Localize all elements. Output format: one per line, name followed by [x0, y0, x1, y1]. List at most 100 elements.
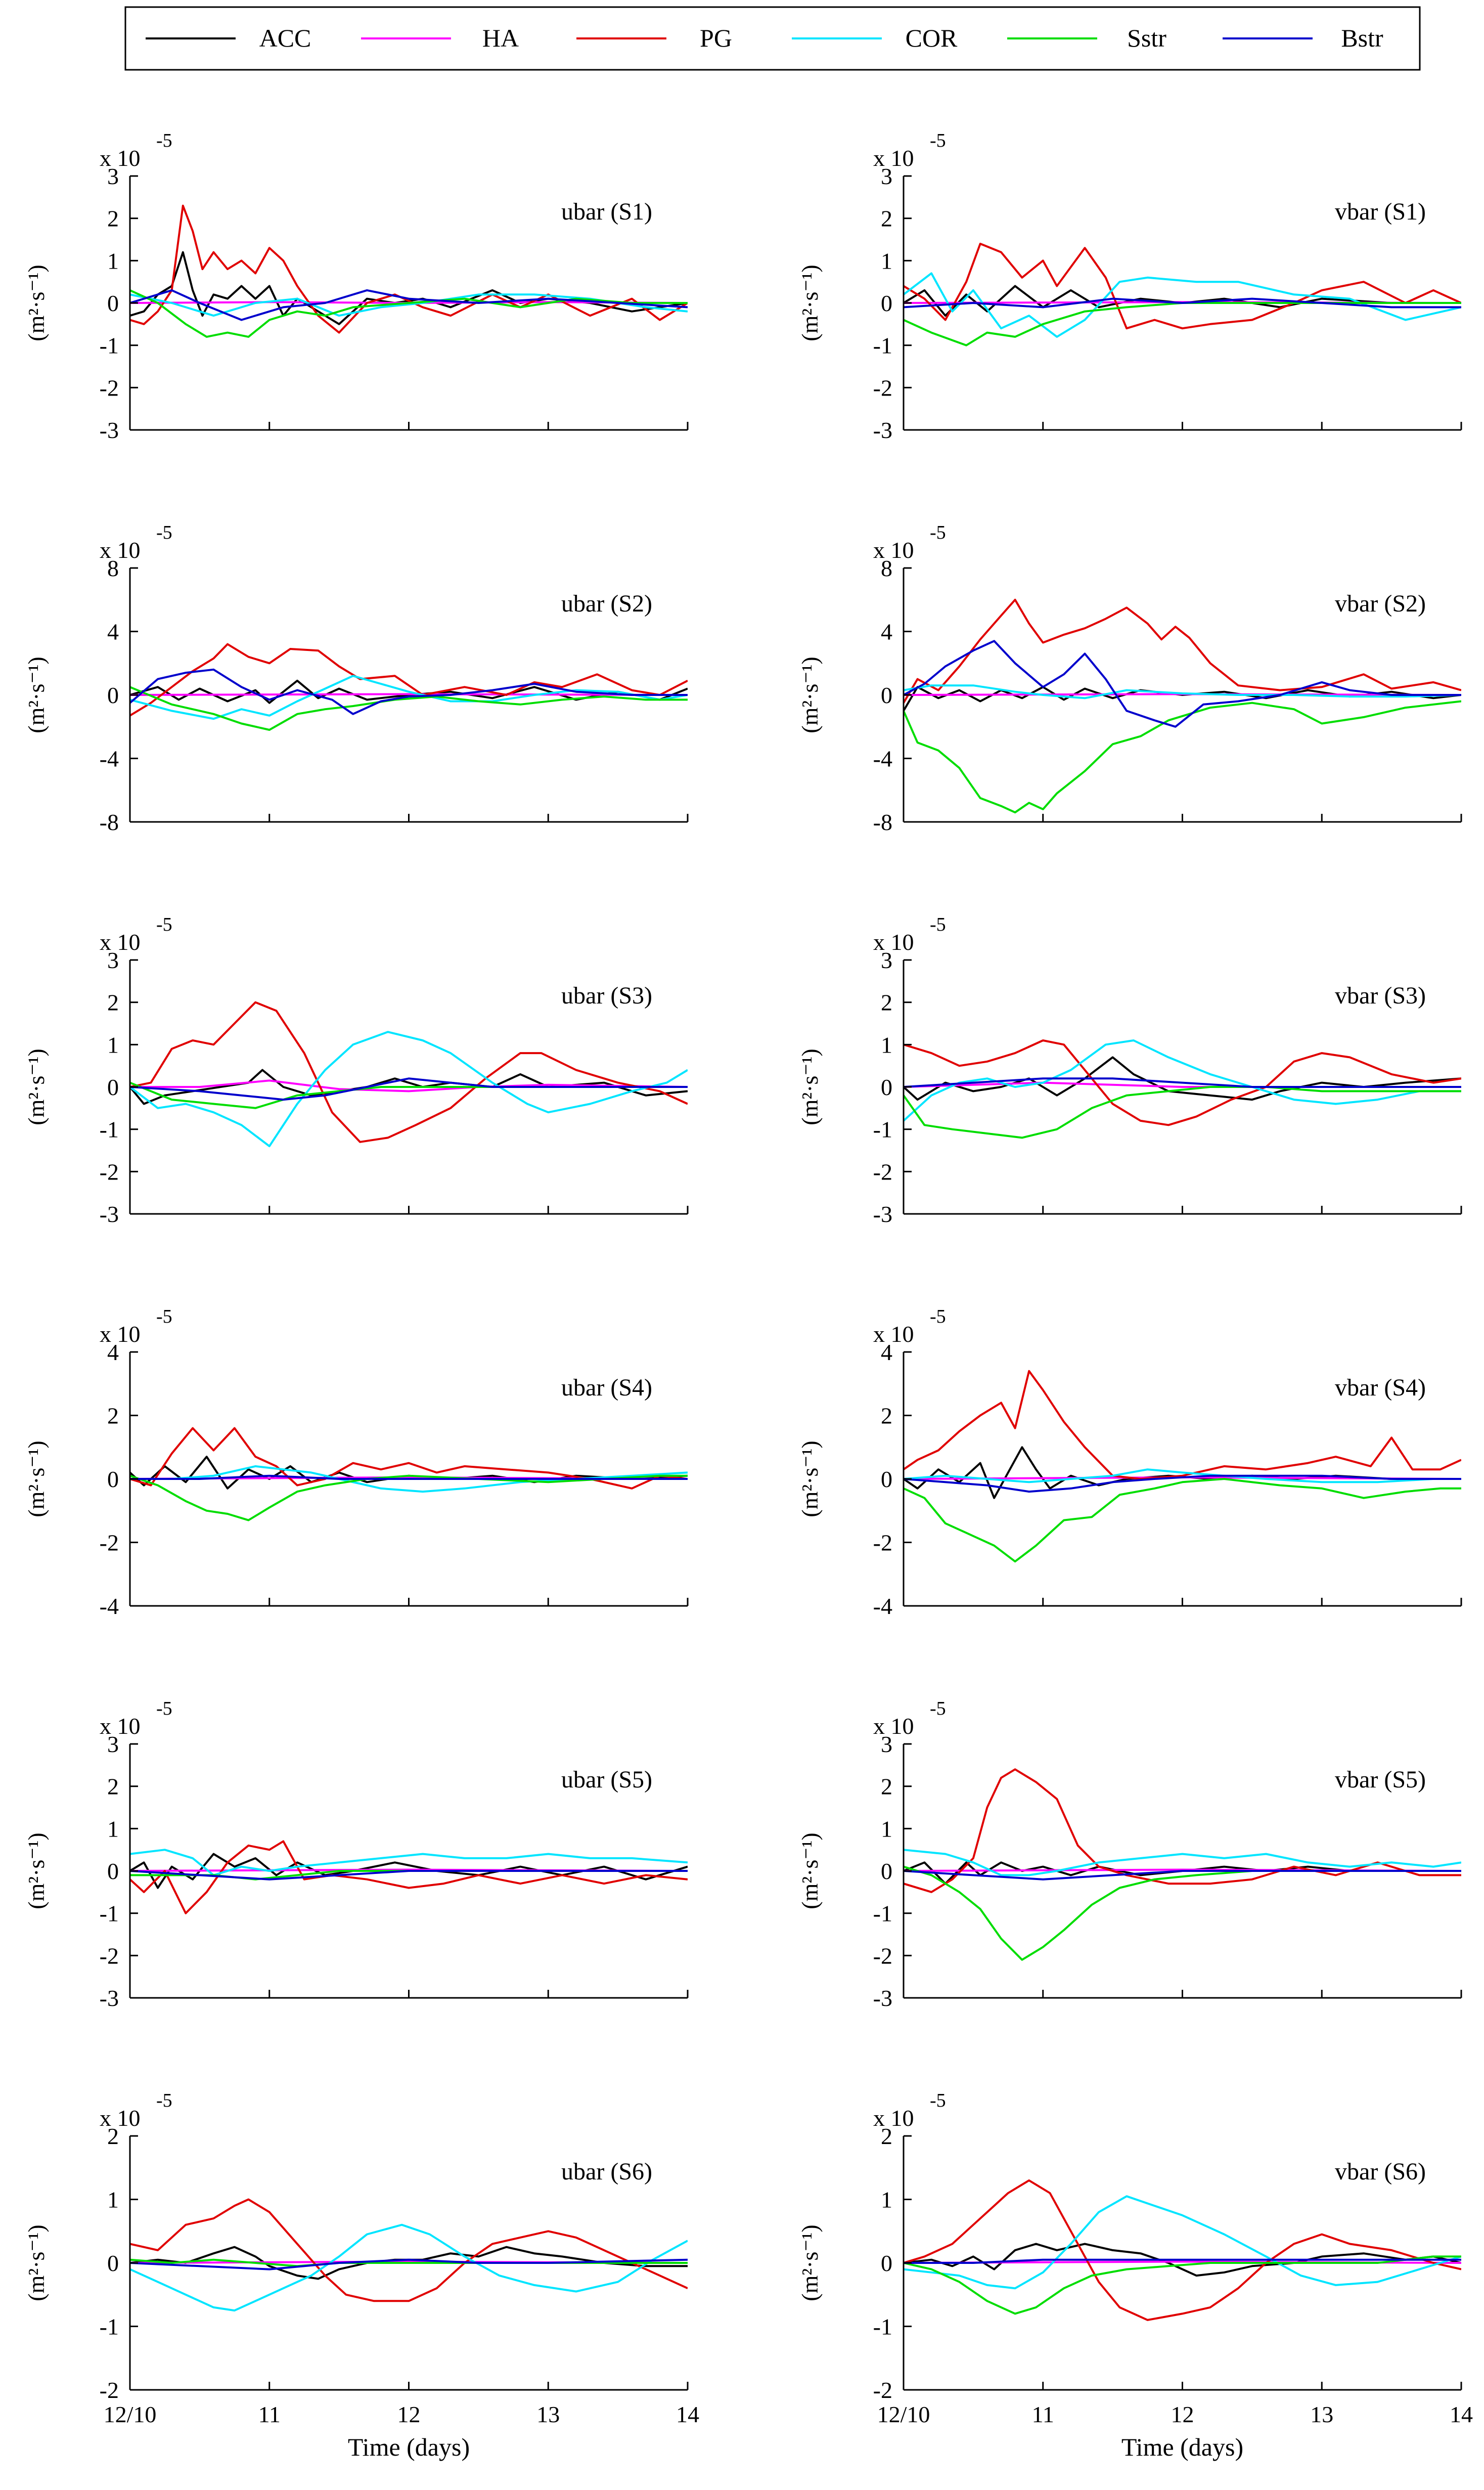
y-axis-label: (m²·s⁻¹): [23, 1832, 49, 1909]
panel-vbar-s1: -3 -2 -1 0 1 2 3x 10 -5 (m²·s⁻¹) vbar (S1): [797, 130, 1462, 443]
series-line-sstr: [130, 289, 688, 338]
y-tick-label: 3: [881, 947, 892, 973]
y-tick-label: 2: [881, 2123, 892, 2149]
scale-exponent: -5: [156, 1698, 172, 1719]
y-tick-label: -2: [873, 2377, 892, 2403]
scale-label: x 10: [100, 1321, 141, 1347]
y-tick-label: 0: [107, 2250, 119, 2276]
scale-label: x 10: [873, 1713, 914, 1739]
y-tick-label: 4: [107, 1339, 119, 1365]
series-line-pg: [130, 1001, 688, 1143]
y-tick-label: 0: [107, 682, 119, 708]
series-line-acc: [904, 1056, 1461, 1101]
y-tick-label: -8: [100, 809, 119, 835]
series-line-bstr: [130, 1077, 688, 1101]
y-axis-label: (m²·s⁻¹): [23, 265, 49, 341]
scale-label: x 10: [100, 2105, 141, 2131]
y-tick-label: 1: [881, 2187, 892, 2213]
scale-exponent: -5: [156, 2090, 172, 2111]
series-line-bstr: [904, 640, 1461, 728]
y-tick-label: 2: [107, 990, 119, 1016]
y-tick-label: -2: [873, 1530, 892, 1556]
y-tick-label: -1: [100, 1117, 119, 1143]
y-tick-label: 1: [107, 1032, 119, 1058]
series-group: [130, 1427, 688, 1521]
y-tick-label: -3: [873, 1985, 892, 2011]
series-line-cor: [904, 1849, 1461, 1876]
scale-label: x 10: [100, 1713, 141, 1739]
scale-exponent: -5: [930, 522, 946, 543]
series-line-cor: [904, 1039, 1461, 1122]
series-group: [130, 1001, 688, 1148]
series-line-bstr: [130, 289, 688, 321]
y-tick-label: -1: [100, 1901, 119, 1927]
y-tick-label: 2: [107, 1403, 119, 1429]
scale-exponent: -5: [930, 2090, 946, 2111]
panel-vbar-s5: -3 -2 -1 0 1 2 3x 10 -5 (m²·s⁻¹) vbar (S5): [797, 1698, 1462, 2011]
y-tick-label: -3: [873, 1201, 892, 1227]
y-tick-label: 0: [881, 290, 892, 316]
scale-exponent: -5: [156, 914, 172, 935]
x-tick-label: 12/10: [104, 2401, 157, 2427]
legend: ACC HA PG COR Sstr Bstr: [124, 6, 1421, 71]
series-line-bstr: [904, 297, 1461, 309]
series-line-sstr: [904, 700, 1461, 814]
series-group: [904, 598, 1461, 814]
panel-title: ubar (S2): [561, 590, 652, 617]
series-line-cor: [130, 1031, 688, 1148]
scale-exponent: -5: [930, 130, 946, 151]
y-tick-label: 2: [881, 1774, 892, 1800]
panel-title: vbar (S3): [1335, 982, 1426, 1009]
panel-ubar-s5: -3 -2 -1 0 1 2 3x 10 -5 (m²·s⁻¹) ubar (S5): [23, 1698, 689, 2011]
scale-label: x 10: [100, 145, 141, 171]
series-line-bstr: [130, 2258, 688, 2270]
y-tick-label: 2: [107, 206, 119, 232]
scale-exponent: -5: [156, 522, 172, 543]
y-tick-label: -3: [873, 417, 892, 443]
legend-label-cor: COR: [906, 24, 958, 52]
x-tick-label: 14: [676, 2401, 699, 2427]
series-line-pg: [904, 1768, 1461, 1893]
series-line-ha: [130, 693, 688, 696]
y-tick-label: -2: [100, 1159, 119, 1185]
panel-ubar-s3: -3 -2 -1 0 1 2 3x 10 -5 (m²·s⁻¹) ubar (S3): [23, 914, 689, 1227]
x-tick-label: 13: [536, 2401, 560, 2427]
x-tick-label: 12: [397, 2401, 421, 2427]
y-axis-label: (m²·s⁻¹): [23, 2224, 49, 2301]
y-axis-label: (m²·s⁻¹): [797, 1440, 823, 1517]
y-tick-label: -1: [873, 2314, 892, 2340]
y-axis-label: (m²·s⁻¹): [797, 2224, 823, 2301]
y-tick-label: 0: [881, 2250, 892, 2276]
scale-label: x 10: [100, 537, 141, 563]
series-line-cor: [904, 2195, 1461, 2290]
y-tick-label: 3: [107, 947, 119, 973]
scale-exponent: -5: [930, 914, 946, 935]
legend-label-sstr: Sstr: [1127, 24, 1166, 52]
x-tick-label: 11: [1032, 2401, 1054, 2427]
panel-title: ubar (S5): [561, 1766, 652, 1793]
y-tick-label: -2: [873, 1159, 892, 1185]
series-group: [904, 1370, 1461, 1563]
series-line-cor: [130, 1849, 688, 1876]
x-axis-label: Time (days): [348, 2433, 470, 2461]
y-tick-label: 0: [107, 1074, 119, 1100]
series-group: [904, 1039, 1461, 1139]
series-group: [904, 2179, 1461, 2321]
scale-exponent: -5: [156, 130, 172, 151]
y-axis-label: (m²·s⁻¹): [23, 657, 49, 733]
series-line-bstr: [904, 2258, 1461, 2264]
series-line-pg: [130, 643, 688, 717]
panel-title: ubar (S6): [561, 2158, 652, 2185]
series-line-cor: [904, 1468, 1461, 1483]
series-line-pg: [130, 1427, 688, 1490]
y-tick-label: 0: [881, 1466, 892, 1492]
series-line-cor: [130, 2223, 688, 2312]
y-axis-label: (m²·s⁻¹): [797, 657, 823, 733]
y-axis-label: (m²·s⁻¹): [23, 1049, 49, 1125]
y-axis-label: (m²·s⁻¹): [23, 1440, 49, 1517]
y-tick-label: 1: [881, 1816, 892, 1842]
series-line-bstr: [130, 1870, 688, 1881]
